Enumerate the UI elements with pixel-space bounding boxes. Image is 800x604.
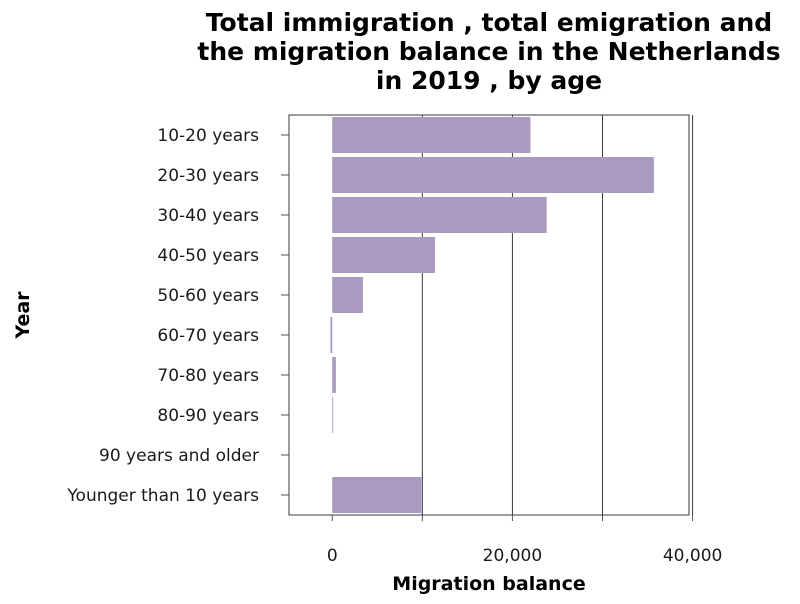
x-tick-label: 0 bbox=[327, 546, 338, 566]
bar bbox=[332, 397, 334, 433]
y-axis-ticks: 10-20 years 20-30 years 30-40 years 40-50 y… bbox=[66, 126, 289, 506]
y-axis-label: Year bbox=[12, 291, 34, 340]
y-tick-label: 80-90 years bbox=[157, 406, 259, 426]
y-tick-label: 40-50 years bbox=[157, 246, 259, 266]
x-tick-label: 20,000 bbox=[483, 546, 542, 566]
bar bbox=[332, 157, 654, 193]
bar bbox=[332, 197, 547, 233]
chart-title-line-3: in 2019 , by age bbox=[376, 66, 602, 95]
chart-title-line-2: the migration balance in the Netherlands bbox=[197, 37, 780, 66]
y-tick-label: 20-30 years bbox=[157, 166, 259, 186]
y-tick-label: 10-20 years bbox=[157, 126, 259, 146]
chart-title: Total immigration , total emigration and… bbox=[197, 8, 780, 95]
x-tick-label: 40,000 bbox=[663, 546, 722, 566]
y-tick-label: 30-40 years bbox=[157, 206, 259, 226]
bar bbox=[330, 317, 333, 353]
plot-frame bbox=[288, 114, 690, 516]
bar bbox=[332, 357, 336, 393]
x-axis-label: Migration balance bbox=[392, 573, 585, 595]
bar bbox=[332, 237, 435, 273]
bars bbox=[330, 117, 654, 513]
chart-title-line-1: Total immigration , total emigration and bbox=[206, 8, 772, 37]
y-tick-label: Younger than 10 years bbox=[66, 486, 259, 506]
x-axis-ticks: 0 20,000 40,000 bbox=[327, 515, 722, 566]
y-tick-label: 90 years and older bbox=[99, 446, 259, 466]
y-tick-label: 50-60 years bbox=[157, 286, 259, 306]
y-tick-label: 60-70 years bbox=[157, 326, 259, 346]
bar bbox=[332, 117, 531, 153]
y-tick-label: 70-80 years bbox=[157, 366, 259, 386]
bar bbox=[332, 477, 422, 513]
bar bbox=[332, 277, 363, 313]
